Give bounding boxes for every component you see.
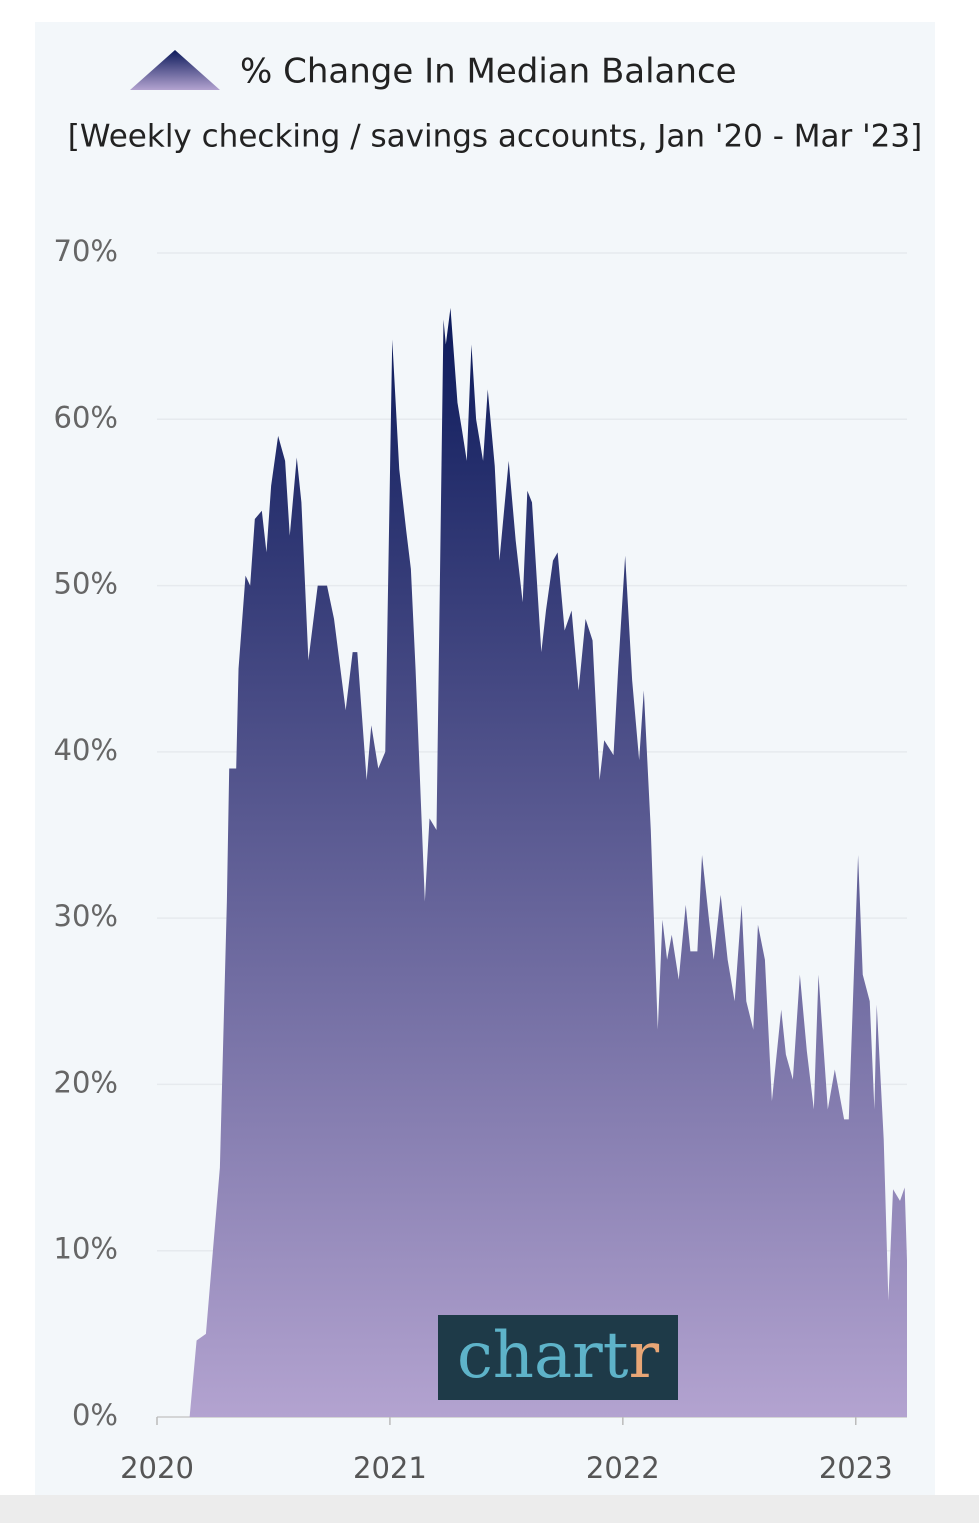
- legend-icon: [130, 50, 220, 90]
- x-tick-label: 2022: [586, 1451, 660, 1485]
- y-tick-label: 10%: [54, 1232, 118, 1266]
- y-tick-label: 70%: [54, 234, 118, 268]
- logo-box: [438, 1315, 678, 1400]
- legend-label: % Change In Median Balance: [240, 52, 737, 92]
- logo-main: chart: [457, 1319, 629, 1393]
- y-tick-label: 40%: [54, 733, 118, 767]
- y-tick-label: 20%: [54, 1065, 118, 1099]
- y-tick-label: 60%: [54, 400, 118, 434]
- logo: chartr: [457, 1319, 660, 1393]
- y-tick-label: 30%: [54, 899, 118, 933]
- x-tick-label: 2021: [353, 1451, 427, 1485]
- y-tick-label: 0%: [72, 1398, 118, 1432]
- x-tick-label: 2023: [819, 1451, 893, 1485]
- area: [189, 307, 907, 1418]
- y-tick-label: 50%: [54, 567, 118, 601]
- logo-accent: r: [628, 1319, 659, 1393]
- bottom-strip: [0, 1495, 979, 1523]
- subtitle: [Weekly checking / savings accounts, Jan…: [68, 119, 922, 155]
- x-tick-label: 2020: [120, 1451, 194, 1485]
